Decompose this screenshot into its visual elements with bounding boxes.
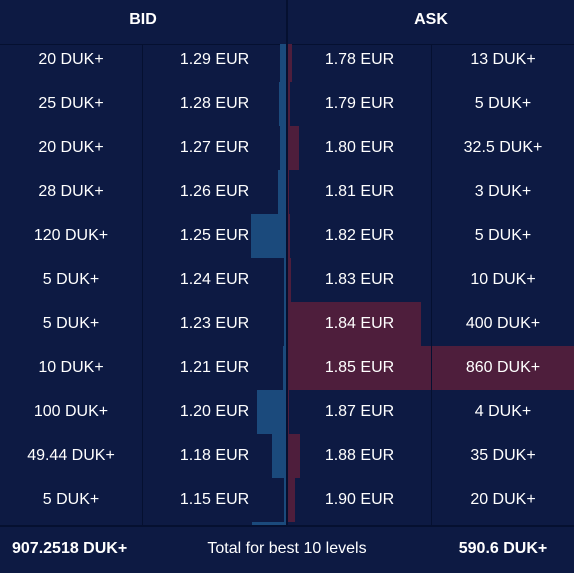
- bid-depth-bar: [280, 126, 286, 170]
- ask-price: 1.87 EUR: [324, 403, 395, 420]
- bid-quantity: 5 DUK+: [42, 315, 100, 332]
- bid-depth-bar: [278, 170, 286, 214]
- bid-depth-bar: [251, 214, 286, 258]
- bid-depth-bar: [279, 82, 286, 126]
- bid-quantity: 5 DUK+: [42, 491, 100, 508]
- bid-quantity: 5 DUK+: [42, 271, 100, 288]
- ask-depth-bar: [288, 390, 289, 434]
- bid-depth-bar: [284, 478, 286, 522]
- ask-depth-bar: [288, 82, 290, 126]
- ask-quantity: 20 DUK+: [470, 491, 536, 508]
- ask-quantity: [432, 522, 574, 525]
- bid-quantity: [0, 522, 142, 525]
- order-book-row[interactable]: 20 DUK+ 1.27 EUR 1.80 EUR 32.5 DUK+: [0, 126, 574, 170]
- order-book-row[interactable]: 20 DUK+ 1.29 EUR 1.78 EUR 13 DUK+: [0, 44, 574, 82]
- bid-depth-bar: [280, 44, 286, 82]
- column-divider: [142, 44, 143, 525]
- bid-quantity: 25 DUK+: [38, 95, 104, 112]
- bid-column-header: BID: [129, 11, 157, 28]
- order-book-header: BID ASK: [0, 0, 574, 45]
- column-divider: [431, 44, 432, 525]
- header-divider: [286, 0, 288, 44]
- totals-label: Total for best 10 levels: [207, 540, 367, 557]
- ask-price: 1.88 EUR: [324, 447, 395, 464]
- ask-price: 1.80 EUR: [324, 139, 395, 156]
- ask-depth-bar: [288, 126, 299, 170]
- bid-price: 1.18 EUR: [179, 447, 250, 464]
- bid-price: 1.27 EUR: [179, 139, 250, 156]
- ask-depth-bar: [288, 214, 290, 258]
- bid-quantity: 20 DUK+: [38, 51, 104, 68]
- ask-depth-bar: [288, 170, 289, 214]
- ask-quantity: 35 DUK+: [470, 447, 536, 464]
- order-book-row[interactable]: 28 DUK+ 1.26 EUR 1.81 EUR 3 DUK+: [0, 170, 574, 214]
- order-book-row[interactable]: 5 DUK+ 1.15 EUR 1.90 EUR 20 DUK+: [0, 478, 574, 522]
- order-book-row[interactable]: 49.44 DUK+ 1.18 EUR 1.88 EUR 35 DUK+: [0, 434, 574, 478]
- ask-quantity: 4 DUK+: [474, 403, 532, 420]
- ask-price: 1.82 EUR: [324, 227, 395, 244]
- ask-quantity: 32.5 DUK+: [463, 139, 543, 156]
- order-book[interactable]: 20 DUK+ 1.29 EUR 1.78 EUR 13 DUK+ 25 DUK+ 1.2…: [0, 44, 574, 525]
- bid-price: 1.23 EUR: [179, 315, 250, 332]
- ask-price: 1.83 EUR: [324, 271, 395, 288]
- order-book-row[interactable]: 100 DUK+ 1.20 EUR 1.87 EUR 4 DUK+: [0, 390, 574, 434]
- bid-depth-bar: [257, 390, 286, 434]
- bid-quantity: 120 DUK+: [33, 227, 109, 244]
- bid-depth-bar: [252, 522, 286, 525]
- order-book-footer: 907.2518 DUK+ Total for best 10 levels 5…: [0, 525, 574, 573]
- bid-depth-bar: [272, 434, 286, 478]
- ask-quantity: 5 DUK+: [474, 227, 532, 244]
- center-divider: [286, 44, 288, 525]
- bid-price: 1.28 EUR: [179, 95, 250, 112]
- ask-price: [288, 522, 431, 525]
- bid-total: 907.2518 DUK+: [12, 540, 128, 557]
- bid-price: 1.29 EUR: [179, 51, 250, 68]
- ask-depth-bar: [288, 302, 421, 346]
- order-book-row[interactable]: 5 DUK+ 1.23 EUR 1.84 EUR 400 DUK+: [0, 302, 574, 346]
- ask-quantity: 10 DUK+: [470, 271, 536, 288]
- bid-depth-bar: [284, 258, 286, 302]
- ask-quantity: 5 DUK+: [474, 95, 532, 112]
- ask-depth-bar: [288, 44, 292, 82]
- bid-quantity: 49.44 DUK+: [27, 447, 115, 464]
- ask-quantity: 13 DUK+: [470, 51, 536, 68]
- ask-price: 1.85 EUR: [324, 359, 395, 376]
- bid-quantity: 28 DUK+: [38, 183, 104, 200]
- ask-depth-bar: [288, 434, 300, 478]
- ask-price: 1.84 EUR: [324, 315, 395, 332]
- bid-quantity: 100 DUK+: [33, 403, 109, 420]
- bid-price: 1.24 EUR: [179, 271, 250, 288]
- ask-price: 1.81 EUR: [324, 183, 395, 200]
- ask-quantity: 860 DUK+: [465, 359, 541, 376]
- order-book-row[interactable]: 5 DUK+ 1.24 EUR 1.83 EUR 10 DUK+: [0, 258, 574, 302]
- bid-price: 1.25 EUR: [179, 227, 250, 244]
- ask-depth-bar: [288, 478, 295, 522]
- bid-price: 1.20 EUR: [179, 403, 250, 420]
- ask-total: 590.6 DUK+: [458, 540, 548, 557]
- bid-depth-bar: [284, 302, 286, 346]
- ask-price: 1.90 EUR: [324, 491, 395, 508]
- bid-price: 1.26 EUR: [179, 183, 250, 200]
- order-book-row[interactable]: [0, 522, 574, 525]
- ask-price: 1.79 EUR: [324, 95, 395, 112]
- ask-depth-bar: [288, 258, 291, 302]
- order-book-row[interactable]: 120 DUK+ 1.25 EUR 1.82 EUR 5 DUK+: [0, 214, 574, 258]
- bid-price: [143, 522, 286, 525]
- bid-quantity: 10 DUK+: [38, 359, 104, 376]
- ask-quantity: 3 DUK+: [474, 183, 532, 200]
- bid-quantity: 20 DUK+: [38, 139, 104, 156]
- ask-quantity: 400 DUK+: [465, 315, 541, 332]
- ask-price: 1.78 EUR: [324, 51, 395, 68]
- bid-depth-bar: [283, 346, 286, 390]
- bid-price: 1.21 EUR: [179, 359, 250, 376]
- bid-price: 1.15 EUR: [179, 491, 250, 508]
- order-book-row[interactable]: 25 DUK+ 1.28 EUR 1.79 EUR 5 DUK+: [0, 82, 574, 126]
- ask-column-header: ASK: [414, 11, 448, 28]
